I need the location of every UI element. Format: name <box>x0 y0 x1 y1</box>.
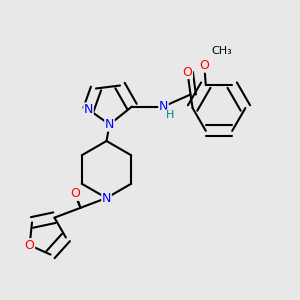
Text: N: N <box>105 118 114 131</box>
Text: O: O <box>200 59 209 72</box>
Text: O: O <box>25 239 34 252</box>
Text: N: N <box>84 103 93 116</box>
Text: O: O <box>70 187 80 200</box>
Text: N: N <box>159 100 168 113</box>
Text: N: N <box>102 191 111 205</box>
Text: CH₃: CH₃ <box>212 46 232 56</box>
Text: O: O <box>183 65 192 79</box>
Text: H: H <box>166 110 174 120</box>
